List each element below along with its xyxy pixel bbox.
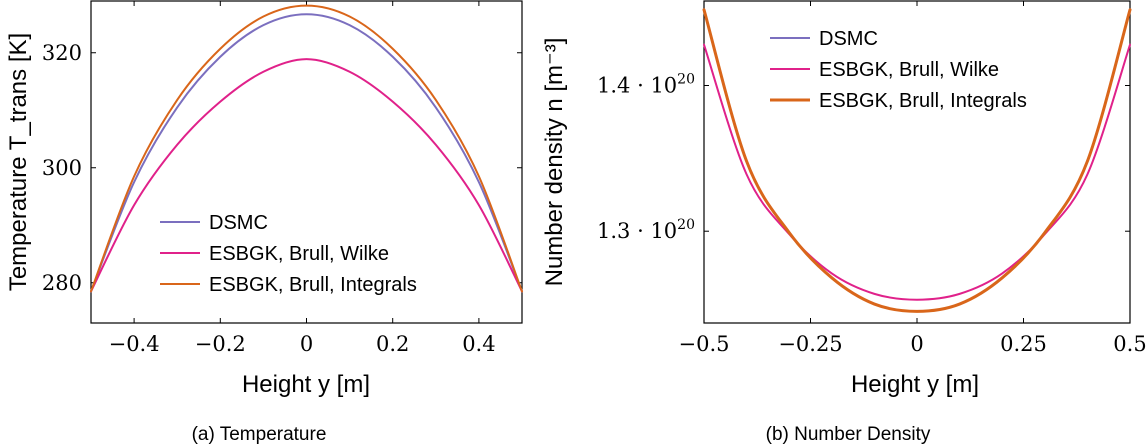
y-tick-label: 300 [42,156,82,180]
legend-label: ESBGK, Brull, Integrals [209,274,417,296]
series-line [702,8,1132,313]
plot-marks: −0.4 −0.2 0 0.2 0.4 280 300 320 [42,1,523,356]
legend-label: ESBGK, Brull, Wilke [209,243,389,265]
series-line [703,43,1131,301]
y-axis-label: Temperature T_trans [K] [5,33,32,291]
x-tick-label: 0 [910,332,923,356]
y-tick-label: 320 [42,41,82,65]
y-tick-label: 280 [42,271,82,295]
series-line [703,8,1131,313]
temperature-panel: −0.4 −0.2 0 0.2 0.4 280 300 320 DSMC ESBGK, Brul… [5,0,523,445]
legend: DSMC ESBGK, Brull, Wilke ESBGK, Brull, Int… [770,28,1027,112]
series-line [90,4,523,293]
y-axis-label: Number density n [m⁻³] [541,38,568,287]
legend-label: ESBGK, Brull, Wilke [819,59,999,81]
plot-marks: −0.5 −0.25 0 0.25 0.5 1.3 · 1020 1.4 · 1020 [597,1,1147,356]
x-tick-label: 0 [300,332,313,356]
x-tick-label: −0.5 [679,332,730,356]
x-axis-label: Height y [m] [242,371,370,398]
panel-caption: (a) Temperature [192,424,327,445]
y-tick-label: 1.4 · 1020 [597,72,695,98]
plot-frame [703,0,1131,324]
series-line [90,58,523,293]
legend-label: ESBGK, Brull, Integrals [819,90,1027,112]
x-tick-label: −0.4 [109,332,160,356]
legend-label: DSMC [209,212,268,234]
legend-label: DSMC [819,28,878,50]
x-tick-label: −0.2 [195,332,246,356]
x-tick-label: 0.2 [376,332,409,356]
legend: DSMC ESBGK, Brull, Wilke ESBGK, Brull, Int… [160,212,417,296]
x-axis-label: Height y [m] [851,371,979,398]
x-tick-label: 0.4 [462,332,495,356]
x-tick-label: 0.25 [1000,332,1047,356]
number-density-panel: −0.5 −0.25 0 0.25 0.5 1.3 · 1020 1.4 · 1020 DS… [541,0,1147,445]
panel-caption: (b) Number Density [766,424,931,445]
series-line [90,13,523,293]
y-tick-label: 1.3 · 1020 [597,217,695,243]
x-tick-label: −0.25 [778,332,842,356]
x-tick-label: 0.5 [1113,332,1146,356]
